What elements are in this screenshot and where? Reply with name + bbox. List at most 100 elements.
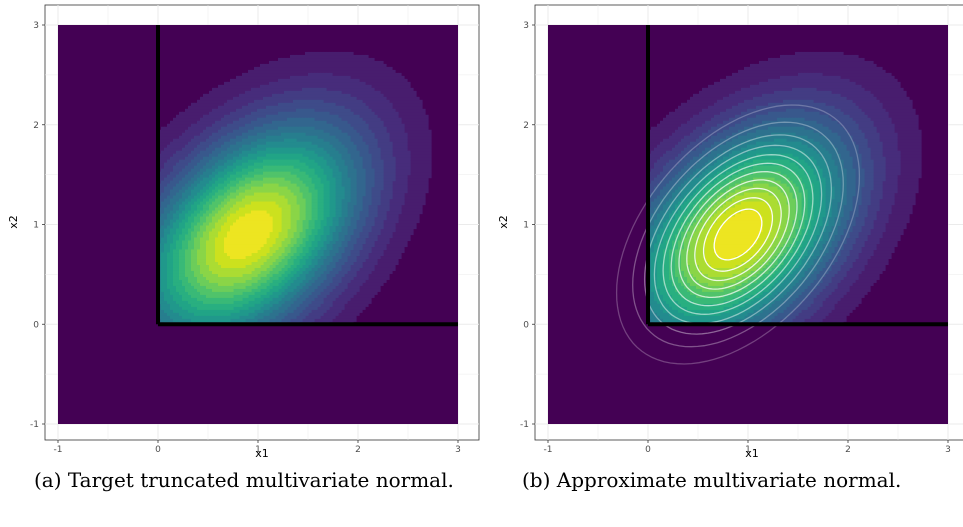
chart-a-heat-cell-3367 <box>194 168 198 173</box>
chart-a-heat-cell-338 <box>302 63 306 68</box>
chart-a-heat-cell-2762 <box>341 108 345 113</box>
chart-a-heat-cell-3712 <box>197 174 201 179</box>
chart-a-heat-cell-3322 <box>368 153 372 158</box>
chart-a-heat-cell-4656 <box>167 246 171 251</box>
chart-a-heat-cell-114 <box>203 96 207 101</box>
chart-a-heat-cell-2770 <box>344 111 348 116</box>
chart-a-heat-cell-2605 <box>254 117 258 122</box>
chart-a-heat-cell-3663 <box>362 189 366 194</box>
chart-a-heat-cell-1518 <box>335 84 339 89</box>
chart-a-heat-cell-1244 <box>179 135 183 140</box>
chart-a-heat-cell-490 <box>350 303 354 307</box>
chart-a-heat-cell-705 <box>383 81 387 86</box>
chart-a-heat-cell-1030 <box>413 147 417 152</box>
chart-a-heat-cell-3861 <box>323 264 327 268</box>
chart-a-heat-cell-388 <box>323 60 327 65</box>
chart-a-heat-cell-2108 <box>284 93 288 98</box>
chart-a-heat-cell-4697 <box>185 315 189 319</box>
chart-a-heat-cell-4383 <box>203 177 207 182</box>
chart-a-heat-cell-2617 <box>266 111 270 116</box>
chart-a-heat-cell-2297 <box>359 252 363 257</box>
chart-a-heat-cell-977 <box>410 165 414 170</box>
chart-a-heat-cell-3957 <box>350 171 354 176</box>
chart-a-heat-cell-2959 <box>164 192 168 197</box>
chart-a-heat-cell-1977 <box>173 159 177 164</box>
chart-a-heat-cell-4190 <box>323 147 327 152</box>
chart-a-heat-cell-156 <box>221 87 225 92</box>
chart-a-heat-cell-3308 <box>368 195 372 200</box>
chart-a-heat-cell-3571 <box>341 135 345 140</box>
chart-a-heat-cell-4024 <box>185 195 189 200</box>
chart-a-heat-cell-4039 <box>203 171 207 176</box>
chart-a-heat-cell-3662 <box>362 192 366 197</box>
chart-a-heat-cell-882 <box>404 219 408 224</box>
chart-a-heat-cell-4887 <box>317 240 321 245</box>
chart-a-heat-cell-1157 <box>422 120 426 125</box>
chart-a-heat-cell-1496 <box>329 81 333 86</box>
chart-a-heat-cell-2453 <box>386 201 390 206</box>
chart-a-heat-cell-4413 <box>233 318 237 322</box>
chart-a-heat-cell-1061 <box>416 186 420 191</box>
chart-a-heat-cell-361 <box>311 57 315 62</box>
chart-a-heat-cell-1570 <box>350 288 354 292</box>
chart-a-heat-cell-1673 <box>371 96 375 101</box>
chart-a-heat-cell-3153 <box>326 282 330 286</box>
chart-a-heat-cell-3296 <box>365 171 369 176</box>
chart-a-heat-cell-985 <box>410 141 414 146</box>
chart-a-heat-cell-3259 <box>359 144 363 149</box>
chart-a-heat-cell-3809 <box>290 297 294 301</box>
chart-a-heat-cell-868 <box>401 90 405 95</box>
chart-a-heat-cell-2701 <box>317 108 321 113</box>
chart-a-heat-cell-2009 <box>197 135 201 140</box>
chart-a-heat-cell-3385 <box>215 150 219 155</box>
chart-a-heat-cell-3115 <box>305 111 309 116</box>
chart-a-heat-cell-3984 <box>161 318 165 322</box>
chart-a-heat-cell-1803 <box>392 207 396 212</box>
chart-a-heat-cell-1188 <box>428 174 432 179</box>
chart-a-heat-cell-2411 <box>380 144 384 149</box>
chart-a-heat-cell-1094 <box>419 204 423 209</box>
chart-a-heat-cell-3307 <box>368 198 372 203</box>
chart-a-heat-cell-1828 <box>392 108 396 113</box>
chart-a-heat-cell-2093 <box>272 99 276 104</box>
chart-a-heat-cell-4308 <box>161 243 165 248</box>
chart-a-heat-cell-3487 <box>305 294 309 298</box>
chart-a-heat-cell-433 <box>338 69 342 74</box>
chart-a-heat-cell-298 <box>284 60 288 65</box>
chart-a-heat-cell-3076 <box>284 117 288 122</box>
chart-a-heat-cell-3450 <box>284 123 288 128</box>
chart-a-heat-cell-1628 <box>362 90 366 95</box>
chart-a-heat-cell-3117 <box>308 300 312 304</box>
chart-a-heat-cell-4907 <box>323 162 327 167</box>
chart-a-heat-cell-4430 <box>248 315 252 319</box>
chart-a-heat-cell-260 <box>269 72 273 77</box>
chart-a-heat-cell-954 <box>407 81 411 86</box>
chart-a-heat-cell-1708 <box>377 93 381 98</box>
chart-a-heat-cell-1336 <box>239 96 243 101</box>
chart-a-heat-cell-2877 <box>371 204 375 209</box>
chart-a-heat-cell-997 <box>410 105 414 110</box>
chart-a-heat-cell-2102 <box>278 93 282 98</box>
chart-a-heat-cell-3693 <box>173 201 177 206</box>
chart-a-heat-cell-691 <box>383 276 387 280</box>
chart-a-heat-cell-4853 <box>299 270 303 274</box>
chart-a-heat-cell-2529 <box>179 168 183 173</box>
chart-a-heat-cell-1378 <box>269 90 273 95</box>
chart-a-heat-cell-2144 <box>308 312 312 316</box>
chart-a-heat-cell-1498 <box>329 75 333 80</box>
chart-a-heat-cell-1740 <box>383 117 387 122</box>
chart-a-heat-cell-2050 <box>233 111 237 116</box>
chart-a-heat-cell-1345 <box>245 93 249 98</box>
chart-a-heat-cell-2659 <box>299 318 303 322</box>
chart-a-heat-cell-1542 <box>341 81 345 86</box>
chart-a-heat-cell-2767 <box>344 261 348 265</box>
chart-a-heat-cell-1327 <box>233 99 237 104</box>
chart-a-heat-cell-367 <box>314 60 318 65</box>
chart-a-heat-cell-680 <box>380 87 384 92</box>
chart-a-heat-cell-1120 <box>419 126 423 131</box>
chart-a-heat-cell-3540 <box>329 129 333 134</box>
chart-a-heat-cell-2728 <box>329 111 333 116</box>
chart-a-heat-cell-1862 <box>395 120 399 125</box>
chart-a-heat-cell-482 <box>347 54 351 59</box>
chart-a-heat-cell-1489 <box>329 318 333 322</box>
